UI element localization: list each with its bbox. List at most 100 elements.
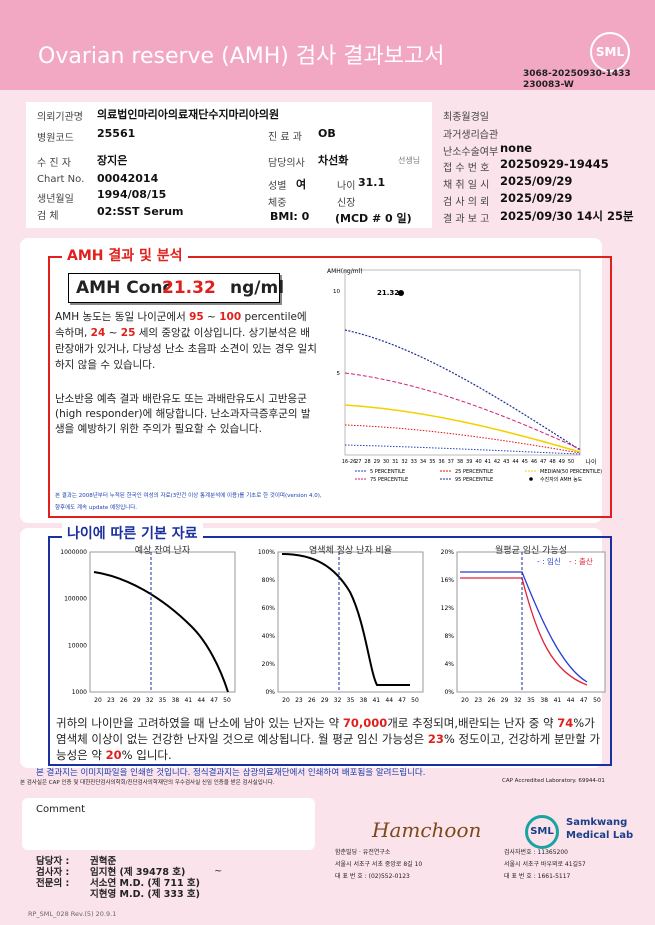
text-segment: 세의 중앙값 이상입니다. 상기분석은 배란장애가 있거나, 다낭성 난소 초음… [55,327,317,371]
x-tick-label: 38 [360,697,368,704]
x-tick-label: 44 [567,697,575,704]
value: 2025/09/29 [500,174,573,188]
y-tick-label: 0% [265,689,275,696]
x-tick-label: 23 [107,697,115,704]
hamchoon-logo: Hamchoon [372,818,482,842]
label: 진 료 과 [268,132,302,143]
value: 차선화 [318,154,349,167]
footnote: 본 결과는 2008년부터 누적된 한국인 여성의 자료(3만건 이상 통계분석… [55,493,322,499]
label: 체중 [268,198,287,209]
amh-frame [48,256,612,518]
text-segment: 20 [105,748,122,762]
x-tick-label: 32 [334,697,342,704]
age-charts: 예상 잔여 난자 1000 10000 100000 1000000 20 23 26 29 32… [60,544,606,704]
label: 채 취 일 시 [443,180,490,191]
label: 나이 [337,181,356,192]
sig-role: 검사자 : [36,867,70,878]
y-tick-label: 60% [262,605,276,612]
x-tick-label: 34 [420,459,426,465]
legend-label: 95 PERCENTILE [455,477,493,483]
value: OB [318,127,336,140]
section-title: 나이에 따른 기본 자료 [62,523,203,543]
legend-label: - : 출산 [569,556,593,566]
x-tick-label: 47 [398,697,406,704]
text-segment: 95 [189,311,204,323]
value: BMI: 0 [270,210,310,223]
x-tick-label: 23 [295,697,303,704]
label: 결 과 보 고 [443,214,490,225]
address: 검사자번호 : 11365200 [504,849,568,856]
legend-swatch [529,477,533,481]
age-frame [48,536,612,766]
result-unit: ng/ml [230,278,285,298]
sml-name: Samkwang [566,817,628,828]
address: 함춘빌딩 · 유전연구소 [335,849,391,856]
x-tick-label: 38 [540,697,548,704]
x-tick-label: 35 [429,459,435,465]
sig-name: 임지현 (제 39478 호) [90,867,186,878]
footnote: 향후에도 계속 update 예정입니다. [55,505,138,511]
legend-label: - : 임신 [537,557,561,566]
legend-label: MEDIAN(50 PERCENTILE) [540,469,602,475]
y-tick-label: 16% [441,577,455,584]
text-segment: 25 [120,327,136,339]
header-band [0,0,655,90]
sig-name: 지현영 M.D. (제 333 호) [90,889,201,900]
label: 검 체 [37,211,59,222]
sml-name: Medical Lab [566,830,634,841]
chart-title: 염색체 정상 난자 비율 [309,545,392,556]
y-tick-label: 20% [441,549,455,556]
x-tick-label: 32 [146,697,154,704]
x-tick-label: 31 [392,459,398,465]
text-segment: 70,000 [342,716,388,730]
report-id: 230083-W [523,80,574,90]
summary: 귀하의 나이만을 고려하였을 때 난소에 남아 있는 난자는 약 70,000개… [56,715,604,763]
curve-25 [344,424,581,454]
y-tick-label: 0% [444,689,454,696]
logo: SML [590,32,630,72]
text-segment: % 입니다. [121,748,172,762]
x-tick-label: 47 [540,459,546,465]
x-tick-label: 49 [559,459,565,465]
x-tick-label: 50 [411,697,419,704]
y-tick-label: 4% [444,661,454,668]
x-tick-label: 39 [466,459,472,465]
y-tick-label: 20% [262,661,276,668]
result-label: AMH Conc [76,278,173,298]
address: 서울시 서초구 바우뫼로 41길57 [504,861,586,868]
x-tick-label: 50 [223,697,231,704]
address: 대 표 번 호 : 1661-5117 [504,873,571,880]
patient-point [398,290,404,296]
x-tick-label: 35 [347,697,355,704]
x-tick-label: 37 [448,459,454,465]
legend-label: 수진자의 AMH 농도 [540,476,583,483]
x-tick-label: 44 [512,459,518,465]
x-tick-label: 26 [488,697,496,704]
x-tick-label: 48 [549,459,555,465]
legend-label: 25 PERCENTILE [455,469,493,475]
x-tick-label: 42 [494,459,500,465]
value: 00042014 [97,172,159,185]
title: Ovarian reserve (AMH) 검사 결과보고서 [38,44,445,69]
value: 의료법인마리아의료재단수지마리아의원 [97,108,280,121]
cap: CAP Accredited Laboratory. 69944-01 [502,778,605,784]
text-segment: 귀하의 나이만을 고려하였을 때 난소에 남아 있는 난자는 약 [56,716,343,730]
value: none [500,141,533,155]
y-tick-label: 5 [337,371,341,377]
plot-area [89,551,236,693]
x-tick-label: 40 [475,459,481,465]
x-tick-label: 32 [401,459,407,465]
text-segment: ~ [105,327,121,339]
text-segment: 23 [427,732,444,746]
x-tick-label: 26 [120,697,128,704]
y-tick-label: 10000 [68,642,87,649]
x-tick-label: 35 [159,697,167,704]
x-tick-label: 47 [210,697,218,704]
sml-logo: SML [525,815,559,849]
curve-75 [344,372,581,450]
cert: 본 검사실은 CAP 인증 및 대한진단검사의학회/진단검사의학재단의 우수검사… [20,780,275,786]
result-value: 21.32 [162,278,216,298]
x-tick-label: 23 [474,697,482,704]
chart-title: 예상 잔여 난자 [135,544,191,556]
